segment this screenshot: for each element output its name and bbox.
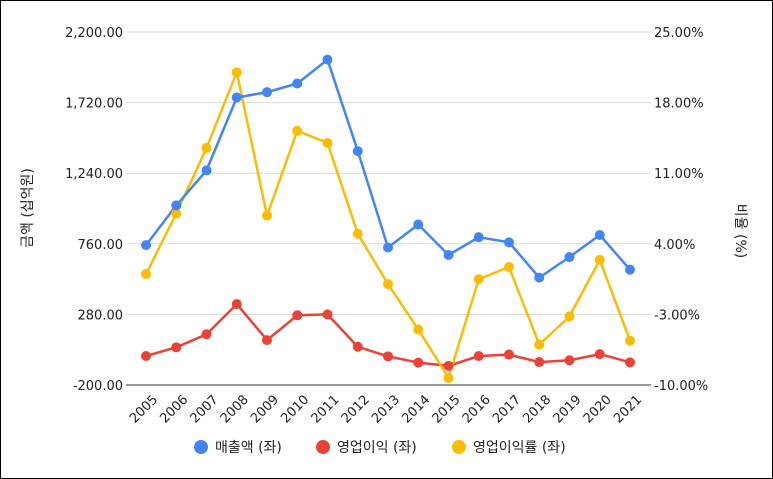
right-tick-label: -10.00% (654, 379, 708, 394)
data-point (171, 208, 182, 219)
legend-marker (316, 440, 330, 454)
data-point (564, 311, 575, 322)
right-axis-ticks: -10.00% -3.00% 4.00% 11.00% 18.00% 25.00% (654, 26, 708, 394)
left-tick-label: 1,240.00 (65, 167, 123, 182)
data-point (231, 92, 242, 103)
data-point (413, 357, 424, 368)
data-point (292, 125, 303, 136)
data-point (322, 54, 333, 65)
data-point (201, 329, 212, 340)
x-tick-label: 2015 (430, 392, 464, 426)
x-tick-label: 2017 (490, 392, 524, 426)
data-point (625, 357, 635, 368)
data-point (473, 274, 484, 285)
right-tick-label: -3.00% (654, 308, 700, 323)
right-tick-label: 25.00% (654, 26, 704, 41)
data-point (534, 339, 545, 350)
legend: 매출액 (좌) 영업이익 (좌) 영업이익률 (좌) (194, 440, 566, 456)
data-point (322, 137, 333, 148)
data-point (383, 351, 393, 362)
data-point (564, 355, 575, 366)
data-point (262, 335, 272, 346)
data-point (594, 349, 605, 360)
series-points (141, 54, 635, 383)
data-point (262, 210, 272, 221)
legend-label: 매출액 (좌) (215, 440, 282, 456)
data-point (504, 261, 514, 272)
data-point (352, 146, 363, 157)
data-point (231, 67, 242, 78)
legend-label: 영업이익률 (좌) (473, 440, 566, 456)
legend-label: 영업이익 (좌) (337, 440, 417, 456)
x-tick-label: 2008 (218, 392, 252, 426)
data-point (201, 142, 212, 153)
left-axis-ticks: -200.00 280.00 760.00 1,240.00 1,720.00 2,200… (65, 26, 123, 394)
x-tick-label: 2011 (309, 392, 343, 426)
x-tick-label: 2005 (127, 392, 161, 426)
data-point (534, 272, 545, 283)
data-point (352, 228, 363, 239)
right-tick-label: 11.00% (654, 167, 704, 182)
data-point (413, 324, 424, 335)
data-point (322, 309, 333, 320)
x-tick-label: 2006 (157, 392, 191, 426)
data-point (534, 357, 545, 368)
series-lines (144, 58, 632, 380)
data-point (473, 232, 484, 243)
data-point (473, 351, 484, 362)
data-point (383, 242, 393, 253)
data-point (504, 349, 514, 360)
data-point (141, 240, 151, 251)
x-axis-ticks: 2005200620072008200920102011201220132014… (127, 392, 645, 426)
x-tick-label: 2020 (581, 392, 615, 426)
data-point (231, 299, 242, 310)
data-point (443, 360, 454, 371)
data-point (171, 342, 182, 353)
data-point (594, 254, 605, 265)
left-tick-label: 760.00 (78, 238, 124, 253)
data-point (443, 372, 454, 383)
y-axis-right-title: 비율 (%) (732, 204, 748, 258)
data-point (352, 341, 363, 352)
data-point (564, 252, 575, 263)
data-point (594, 229, 605, 240)
data-point (201, 165, 212, 176)
data-point (443, 249, 454, 260)
y-axis-left-title: 금액 (십억원) (20, 168, 36, 248)
data-point (141, 269, 151, 280)
data-point (413, 219, 424, 230)
left-tick-label: 280.00 (78, 308, 124, 323)
left-tick-label: 1,720.00 (65, 97, 123, 112)
x-tick-label: 2013 (369, 392, 403, 426)
legend-marker (452, 440, 466, 454)
x-tick-label: 2018 (520, 392, 554, 426)
legend-marker (194, 440, 208, 454)
series-line (144, 71, 632, 380)
x-tick-label: 2019 (551, 392, 585, 426)
left-tick-label: -200.00 (73, 379, 123, 394)
data-point (504, 237, 514, 248)
x-tick-label: 2021 (611, 392, 645, 426)
x-tick-label: 2009 (248, 392, 282, 426)
right-tick-label: 18.00% (654, 97, 704, 112)
x-tick-label: 2007 (188, 392, 222, 426)
data-point (625, 264, 635, 275)
left-tick-label: 2,200.00 (65, 26, 123, 41)
data-point (262, 87, 272, 98)
data-point (383, 279, 393, 290)
x-tick-label: 2014 (399, 392, 433, 426)
x-tick-label: 2016 (460, 392, 494, 426)
right-tick-label: 4.00% (654, 238, 695, 253)
data-point (292, 310, 303, 321)
data-point (292, 78, 303, 89)
x-tick-label: 2012 (339, 392, 373, 426)
data-point (171, 200, 182, 211)
data-point (625, 335, 635, 346)
x-tick-label: 2010 (278, 392, 312, 426)
data-point (141, 351, 151, 362)
